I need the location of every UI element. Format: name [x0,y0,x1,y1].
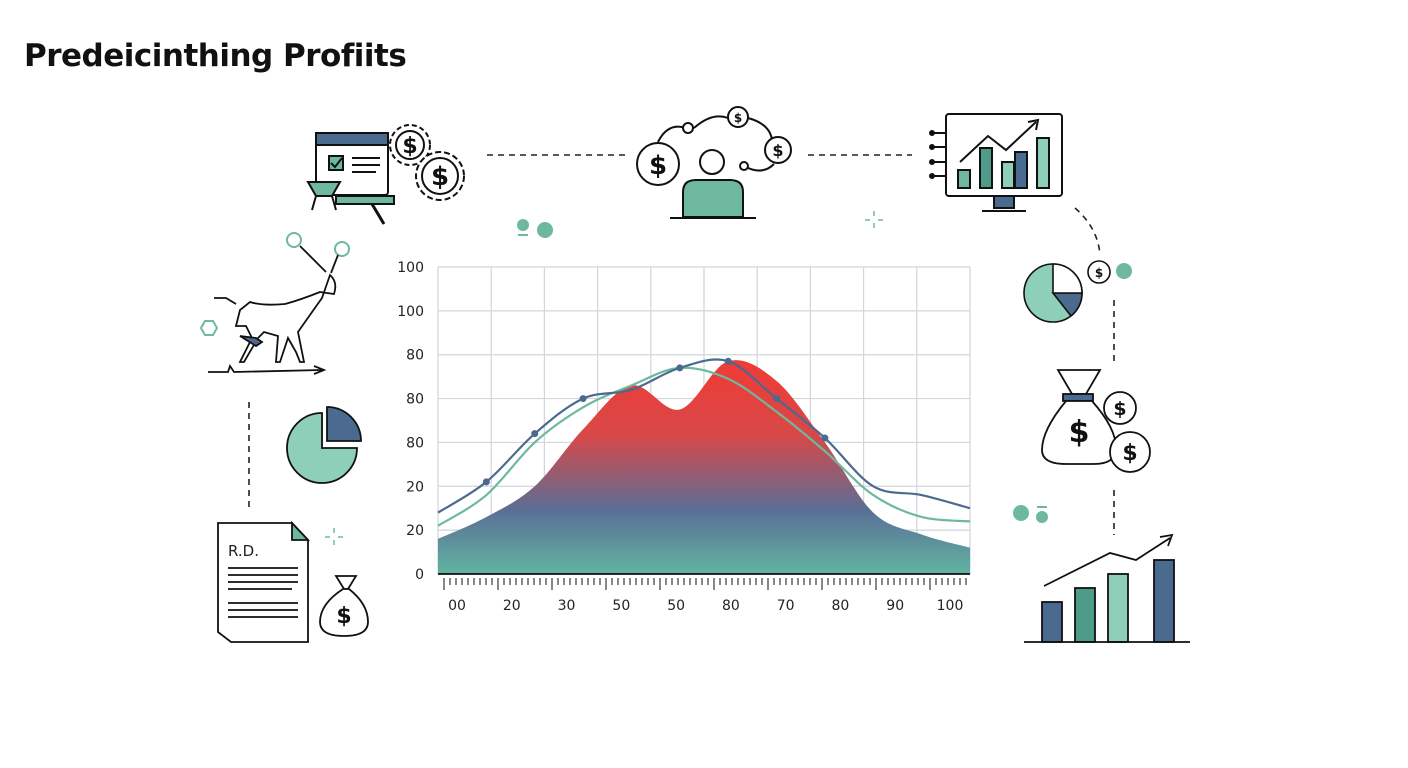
y-tick-label: 80 [406,392,424,408]
network-dollar-sign-small: $ [734,111,742,125]
monitor-chart-icon [929,113,1063,212]
gear-dollar-sign: $ [402,134,417,159]
x-tick-label: 30 [558,598,576,614]
x-axis-tick-labels: 00 20 30 50 50 80 70 80 90 100 [448,598,963,614]
bull-icon [199,232,350,375]
y-tick-label: 80 [406,348,424,364]
sparkle-icons [325,211,883,545]
main-chart: 0 20 20 80 80 80 100 100 00 20 30 50 50 80 70 80 90 100 [397,260,971,614]
document-icon [217,520,311,643]
decorative-dots [517,219,1132,523]
y-tick-label: 100 [397,260,424,276]
gear-dollar-sign-large: $ [431,162,449,192]
data-point-marker [773,395,781,403]
growth-bar-chart-icon [1024,533,1190,643]
navy-series-markers [482,357,829,486]
x-tick-label: 70 [777,598,795,614]
money-bag-icon [319,575,369,637]
y-tick-label: 0 [415,567,424,583]
network-dollar-sign-medium: $ [772,141,783,160]
x-tick-label: 50 [612,598,630,614]
x-tick-label: 50 [667,598,685,614]
x-tick-label: 90 [886,598,904,614]
x-axis-minor-ticks [443,578,967,590]
dashboard-gears-icon [306,124,465,225]
area-series-profit [438,360,970,574]
connector-lines [248,154,1115,535]
data-point-marker [531,430,539,438]
data-point-marker [676,364,684,372]
pie-chart-icon [286,406,362,484]
data-point-marker [579,395,587,403]
line-series-navy [437,358,971,514]
coin-dollar-sign-lower: $ [1122,441,1137,466]
data-point-marker [724,357,732,365]
line-series-teal [437,366,971,527]
x-tick-label: 20 [503,598,521,614]
page-title: Predeicinthing Profiits [24,38,407,74]
pie-chart-icon-right [1023,263,1083,323]
money-bag-dollar-sign: $ [336,604,351,629]
data-point-marker [821,434,829,442]
y-tick-label: 20 [406,523,424,539]
y-tick-label: 20 [406,479,424,495]
money-bag-dollar-sign-large: $ [1069,415,1090,450]
x-tick-label: 80 [832,598,850,614]
x-tick-label: 100 [937,598,964,614]
x-tick-label: 00 [448,598,466,614]
x-tick-label: 80 [722,598,740,614]
data-point-marker [482,478,490,486]
coin-dollar-sign: $ [1095,266,1103,280]
network-dollar-sign: $ [649,151,667,181]
y-tick-label: 100 [397,304,424,320]
coin-icon-small [1087,260,1111,284]
coin-dollar-sign-upper: $ [1113,398,1126,420]
document-label: R.D. [228,542,259,560]
money-bag-icon-large [1041,369,1151,473]
network-person-icon [636,106,792,219]
y-tick-label: 80 [406,435,424,451]
y-axis-tick-labels: 0 20 20 80 80 80 100 100 [397,260,424,583]
